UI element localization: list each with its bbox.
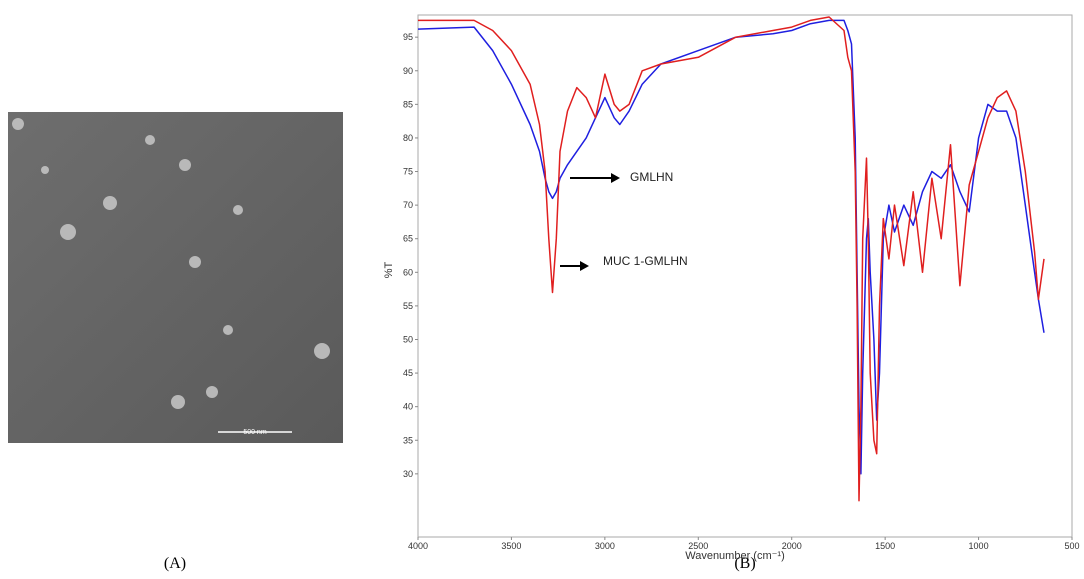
x-axis-title: Wavenumber (cm⁻¹): [685, 550, 785, 562]
y-axis-title: %T: [383, 261, 395, 278]
x-tick-label: 3500: [501, 541, 521, 551]
y-tick-label: 30: [403, 469, 413, 479]
y-tick-label: 75: [403, 167, 413, 177]
x-tick-label: 1500: [875, 541, 895, 551]
spectrum-line: [418, 16, 1045, 502]
arrow-head: [580, 261, 589, 271]
y-tick-label: 60: [403, 267, 413, 277]
y-tick-label: 55: [403, 301, 413, 311]
x-tick-label: 2500: [688, 541, 708, 551]
y-tick-label: 40: [403, 402, 413, 412]
y-tick-label: 95: [403, 32, 413, 42]
scale-bar-label: 500 nm: [243, 429, 267, 436]
x-tick-label: 3000: [595, 541, 615, 551]
x-tick-label: 2000: [782, 541, 802, 551]
x-tick-label: 500: [1064, 541, 1079, 551]
panel-label: (B): [734, 555, 755, 572]
sem-image: 500 nm: [8, 112, 343, 443]
y-tick-label: 80: [403, 133, 413, 143]
y-tick-label: 45: [403, 368, 413, 378]
spectrum-line: [417, 19, 1045, 475]
plot-frame: [417, 14, 1073, 538]
y-tick-label: 70: [403, 200, 413, 210]
y-tick-label: 90: [403, 66, 413, 76]
y-tick-label: 35: [403, 435, 413, 445]
annotation: MUC 1-GMLHN: [603, 254, 688, 268]
arrow-head: [611, 173, 620, 183]
y-tick-label: 65: [403, 234, 413, 244]
y-tick-label: 85: [403, 99, 413, 109]
x-tick-label: 4000: [408, 541, 428, 551]
annotation: GMLHN: [630, 170, 673, 184]
x-tick-label: 1000: [969, 541, 989, 551]
panel-label: (A): [164, 555, 186, 572]
y-tick-label: 50: [403, 334, 413, 344]
